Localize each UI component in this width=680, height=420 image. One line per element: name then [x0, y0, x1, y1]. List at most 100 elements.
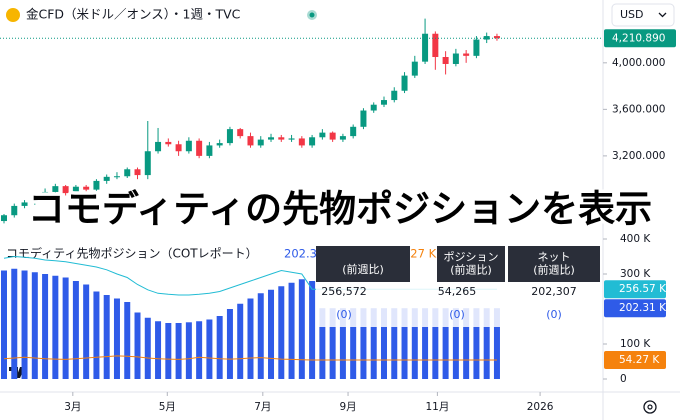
candle-body	[226, 129, 233, 144]
candle-body	[103, 176, 110, 181]
last-price-label: 4,210.890	[612, 32, 665, 44]
table-value: 202,307	[531, 285, 577, 298]
candle-body	[21, 202, 28, 206]
candle-body	[42, 191, 49, 196]
bar	[350, 308, 357, 379]
bar	[11, 268, 18, 379]
axis-value-label: 256.57 K	[619, 283, 667, 295]
dropdown-chevron	[658, 12, 667, 18]
bar	[185, 322, 192, 379]
candle-body	[298, 138, 305, 146]
x-tick-label: 5月	[159, 401, 176, 413]
bar	[1, 270, 7, 379]
bar	[247, 298, 254, 379]
bar	[165, 323, 172, 379]
bar	[442, 308, 449, 379]
bar	[42, 274, 49, 379]
candle-body	[309, 137, 316, 146]
candle-body	[93, 180, 100, 190]
candle-body	[237, 129, 244, 137]
bar	[21, 270, 28, 379]
x-tick-label: 3月	[64, 401, 81, 413]
x-tick-label: 9月	[339, 401, 356, 413]
axis-value-box	[604, 280, 666, 299]
candle-body	[31, 195, 38, 203]
candle-body	[144, 151, 151, 176]
x-tick-label: 11月	[425, 401, 449, 413]
y-tick-label: 300 K	[620, 268, 651, 280]
candle-body	[72, 186, 79, 194]
candle-body	[196, 140, 203, 156]
axis-value-label: 54.27 K	[619, 354, 660, 366]
candle-body	[411, 61, 418, 76]
status-dot	[309, 12, 315, 18]
settings-icon-center	[647, 404, 653, 410]
bar	[52, 275, 59, 379]
bar	[309, 281, 316, 379]
bar	[288, 282, 295, 379]
bar	[329, 308, 336, 379]
gold-icon	[6, 8, 20, 22]
candle-body	[206, 145, 213, 156]
candle-body	[113, 176, 120, 178]
series-line	[3, 355, 497, 361]
bar	[452, 308, 459, 379]
axis-value-box	[604, 299, 666, 318]
table-value: 256,572	[321, 285, 367, 298]
bar	[401, 308, 408, 379]
table-value: 54,265	[438, 285, 477, 298]
candle-body	[185, 140, 192, 152]
settings-icon[interactable]	[643, 400, 657, 414]
bar	[473, 308, 480, 379]
table-header-cell	[316, 246, 410, 282]
bar	[144, 317, 151, 379]
bar	[360, 308, 367, 379]
bar	[380, 308, 387, 379]
bar	[155, 321, 162, 379]
candle-body	[370, 104, 377, 111]
candle-body	[216, 143, 223, 146]
bar	[391, 308, 398, 379]
y-tick-label: 3,200.000	[612, 150, 665, 162]
bar	[72, 281, 79, 379]
bar	[175, 323, 182, 379]
bar	[257, 293, 264, 379]
bar	[319, 308, 326, 379]
table-header-cell	[437, 246, 505, 282]
candle-body	[288, 138, 295, 140]
bar	[196, 321, 203, 379]
x-tick-label: 2026	[527, 401, 554, 413]
bar	[463, 308, 470, 379]
table-header: (前週比)	[342, 262, 384, 276]
candle-body	[339, 136, 346, 140]
currency-label: USD	[620, 8, 644, 21]
bar	[268, 289, 275, 379]
candle-body	[247, 136, 254, 146]
candle-body	[278, 137, 285, 140]
candle-body	[360, 110, 367, 127]
symbol-title[interactable]: 金CFD（米ドル／オンス）・1週・TVC	[26, 7, 241, 22]
candle-body	[83, 186, 90, 190]
bar	[226, 309, 233, 379]
candle-body	[257, 139, 264, 146]
bar	[422, 308, 429, 379]
table-change: (0)	[336, 308, 352, 321]
last-price-box	[604, 29, 676, 48]
bar	[124, 302, 131, 379]
bar	[339, 308, 346, 379]
currency-button[interactable]	[611, 3, 675, 27]
table-header: (前週比)	[450, 263, 492, 277]
bar	[432, 308, 439, 379]
table-row-bg	[316, 283, 600, 327]
candle-body	[134, 169, 141, 176]
bar	[483, 308, 490, 379]
axis-value-label: 202.31 K	[619, 302, 667, 314]
overlay-caption: コモディティの先物ポジションを表示	[28, 188, 652, 231]
y-tick-label: 100 K	[620, 338, 651, 350]
bar	[93, 291, 100, 379]
table-change: (0)	[546, 308, 562, 321]
candle-body	[422, 33, 429, 62]
candle-body	[473, 39, 480, 56]
y-tick-label: 0	[620, 373, 627, 385]
